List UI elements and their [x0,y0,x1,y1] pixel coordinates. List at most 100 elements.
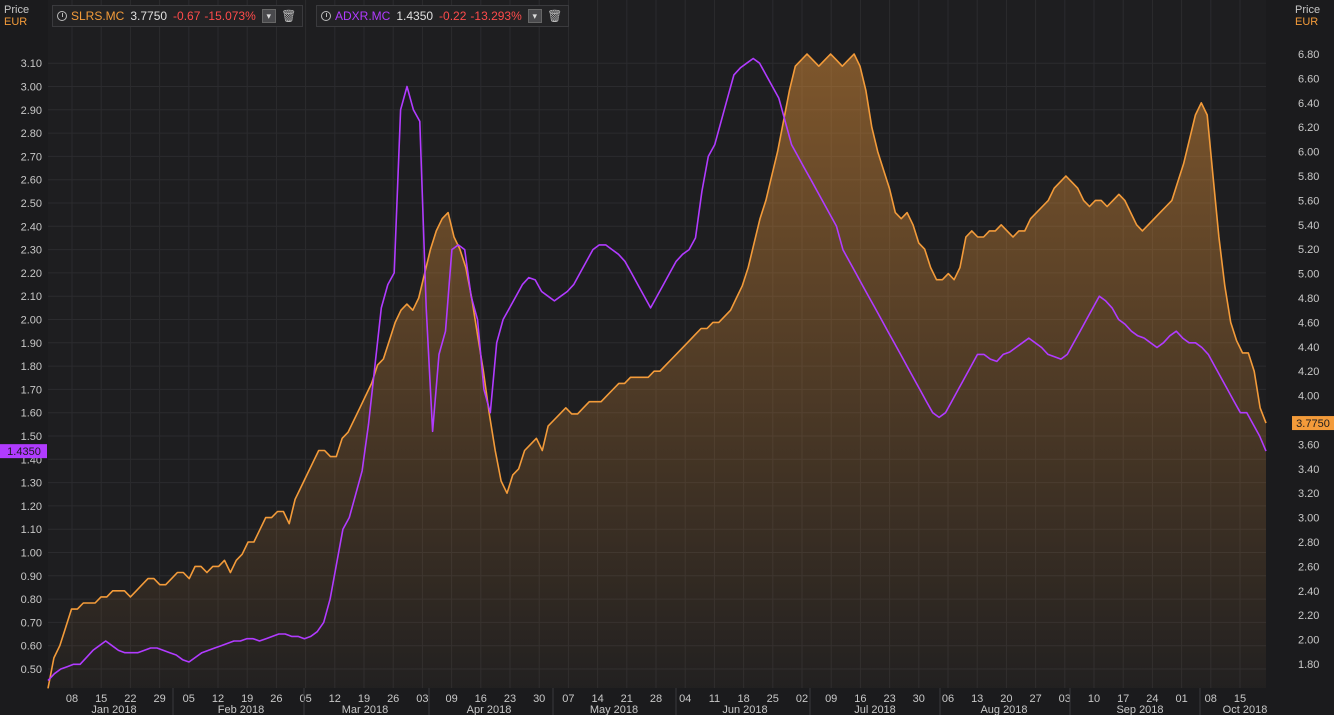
x-tick-label: 23 [883,693,895,705]
legend-change-pct: -13.293% [470,9,522,23]
x-month-label: May 2018 [590,704,638,715]
x-tick-label: 20 [1000,693,1012,705]
y-right-tick-label: 3.20 [1298,488,1319,500]
y-right-tick-label: 4.80 [1298,293,1319,305]
series-line-adxr-mc [47,57,1267,682]
x-tick-label: 24 [1146,693,1158,705]
x-tick-label: 15 [95,693,107,705]
x-tick-label: 01 [1175,693,1187,705]
y-left-tick-label: 1.30 [21,478,42,490]
left-axis-unit: EUR [4,16,28,28]
x-tick-label: 16 [475,693,487,705]
y-left-tick-label: 1.00 [21,548,42,560]
x-tick-label: 05 [299,693,311,705]
clock-icon[interactable] [57,11,67,21]
y-left-tick-label: 1.60 [21,408,42,420]
y-right-tick-label: 1.80 [1298,659,1319,671]
y-right-tick-label: 2.60 [1298,561,1319,573]
x-tick-label: 15 [1234,693,1246,705]
legend-adxr: ADXR.MC 1.4350 -0.22 -13.293% ▾ 🗑 [316,5,569,27]
y-left-tick-label: 2.70 [21,151,42,163]
legend-change: -0.67 [173,9,201,23]
y-right-tick-label: 4.40 [1298,342,1319,354]
x-month-label: Sep 2018 [1116,704,1163,715]
x-month-label: Jul 2018 [854,704,896,715]
x-month-label: Apr 2018 [467,704,512,715]
x-tick-label: 16 [854,693,866,705]
y-right-tick-label: 2.40 [1298,586,1319,598]
y-right-tick-label: 4.20 [1298,366,1319,378]
y-right-tick-label: 2.80 [1298,537,1319,549]
y-left-tick-label: 1.70 [21,384,42,396]
x-month-label: Mar 2018 [342,704,388,715]
y-right-tick-label: 2.20 [1298,610,1319,622]
y-left-tick-label: 2.50 [21,198,42,210]
x-tick-label: 30 [913,693,925,705]
x-tick-label: 21 [621,693,633,705]
x-tick-label: 08 [66,693,78,705]
legend-slrs: SLRS.MC 3.7750 -0.67 -15.073% ▾ 🗑 [52,5,303,27]
y-left-tick-label: 2.10 [21,291,42,303]
y-right-tick-label: 5.00 [1298,269,1319,281]
y-left-tick-label: 2.80 [21,128,42,140]
x-tick-label: 29 [153,693,165,705]
y-left-tick-label: 1.10 [21,524,42,536]
y-left-tick-label: 0.90 [21,571,42,583]
chevron-down-icon[interactable]: ▾ [261,9,276,23]
legend-change: -0.22 [439,9,467,23]
x-tick-label: 14 [591,693,603,705]
x-month-label: Jun 2018 [722,704,767,715]
x-tick-label: 02 [796,693,808,705]
right-axis-header: Price EUR [1295,4,1320,28]
y-left-tick-label: 2.30 [21,245,42,257]
x-month-label: Jan 2018 [91,704,136,715]
x-tick-label: 12 [329,693,341,705]
x-tick-label: 26 [387,693,399,705]
x-tick-label: 17 [1117,693,1129,705]
x-tick-label: 07 [562,693,574,705]
y-left-tick-label: 0.80 [21,594,42,606]
y-left-tick-label: 1.20 [21,501,42,513]
x-tick-label: 10 [1088,693,1100,705]
y-right-tick-label: 4.60 [1298,317,1319,329]
chevron-down-icon[interactable]: ▾ [527,9,542,23]
clock-icon[interactable] [321,11,331,21]
x-tick-label: 06 [942,693,954,705]
last-value-right: 3.7750 [1296,418,1330,430]
y-right-tick-label: 3.00 [1298,513,1319,525]
x-tick-label: 13 [971,693,983,705]
y-right-tick-label: 5.40 [1298,220,1319,232]
x-tick-label: 28 [650,693,662,705]
x-tick-label: 05 [183,693,195,705]
trash-icon[interactable]: 🗑 [281,9,297,23]
x-tick-label: 03 [1059,693,1071,705]
y-right-tick-label: 6.00 [1298,147,1319,159]
y-right-tick-label: 6.40 [1298,98,1319,110]
y-left-tick-label: 3.00 [21,82,42,94]
x-tick-label: 11 [709,693,720,705]
x-tick-label: 19 [358,693,370,705]
y-right-tick-label: 2.00 [1298,635,1319,647]
y-right-tick-label: 6.60 [1298,73,1319,85]
trash-icon[interactable]: 🗑 [547,9,563,23]
y-left-tick-label: 1.80 [21,361,42,373]
legend-change-pct: -15.073% [204,9,256,23]
y-left-tick-label: 3.10 [21,58,42,70]
left-axis-header: Price EUR [4,4,29,28]
y-left-tick-label: 2.90 [21,105,42,117]
y-left-tick-label: 1.90 [21,338,42,350]
x-tick-label: 23 [504,693,516,705]
x-tick-label: 09 [445,693,457,705]
x-tick-label: 18 [737,693,749,705]
x-tick-label: 08 [1205,693,1217,705]
y-right-tick-label: 3.40 [1298,464,1319,476]
y-left-tick-label: 0.50 [21,664,42,676]
y-right-tick-label: 6.20 [1298,122,1319,134]
y-right-tick-label: 6.80 [1298,49,1319,61]
x-tick-label: 04 [679,693,691,705]
y-left-tick-label: 0.70 [21,617,42,629]
x-month-label: Oct 2018 [1223,704,1268,715]
x-tick-label: 09 [825,693,837,705]
last-value-left: 1.4350 [7,446,41,458]
